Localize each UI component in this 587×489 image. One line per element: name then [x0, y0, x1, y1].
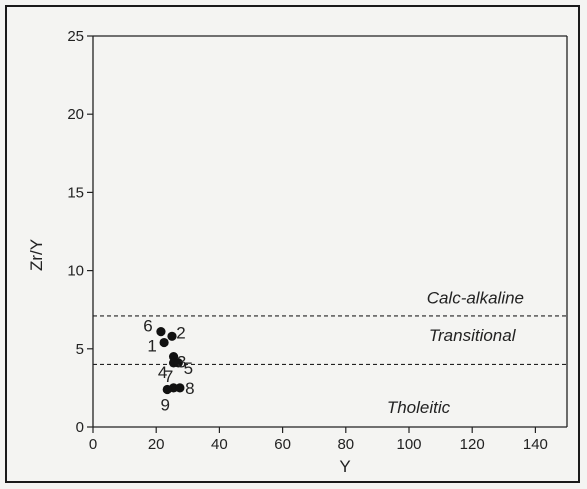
y-tick-label: 15: [67, 184, 84, 201]
point-label-2: 2: [176, 323, 185, 342]
y-tick-label: 20: [67, 106, 84, 123]
field-label: Transitional: [429, 326, 517, 345]
x-tick-label: 140: [523, 436, 548, 453]
field-label: Tholeitic: [387, 398, 451, 417]
point-label-1: 1: [147, 337, 156, 356]
point-label-9: 9: [161, 395, 170, 414]
point-label-5: 5: [184, 359, 193, 378]
data-point-9: [162, 384, 172, 395]
data-points: [156, 326, 185, 395]
x-tick-label: 100: [396, 436, 421, 453]
point-labels: 1 2 34 5 6 789: [143, 317, 194, 415]
point-label-7: 7: [164, 367, 173, 386]
x-tick-label: 60: [274, 436, 291, 453]
y-tick-label: 25: [67, 28, 84, 45]
point-label-6: 6: [143, 317, 152, 336]
x-tick-label: 0: [89, 436, 97, 453]
x-tick-label: 20: [148, 436, 165, 453]
point-label-4: 4: [158, 363, 167, 382]
x-tick-label: 80: [337, 436, 354, 453]
point-label-3: 3: [177, 353, 186, 372]
field-label: Calc-alkaline: [427, 288, 524, 307]
x-tick-label: 120: [460, 436, 485, 453]
y-tick-label: 0: [76, 419, 84, 436]
data-point-6: [156, 326, 166, 337]
data-point-8: [175, 383, 185, 393]
y-tick-label: 5: [76, 341, 84, 358]
chart-frame: [5, 5, 580, 483]
y-axis-label: Zr/Y: [27, 239, 46, 271]
x-axis-label: Y: [339, 457, 350, 476]
x-tick-label: 40: [211, 436, 228, 453]
data-point-5: [173, 358, 183, 368]
point-label-8: 8: [185, 379, 194, 398]
data-point-1: [159, 337, 169, 348]
data-point-2: [167, 331, 177, 341]
field-labels: Calc-alkaline Transitional Tholeitic: [387, 288, 524, 416]
y-tick-label: 10: [67, 263, 84, 280]
